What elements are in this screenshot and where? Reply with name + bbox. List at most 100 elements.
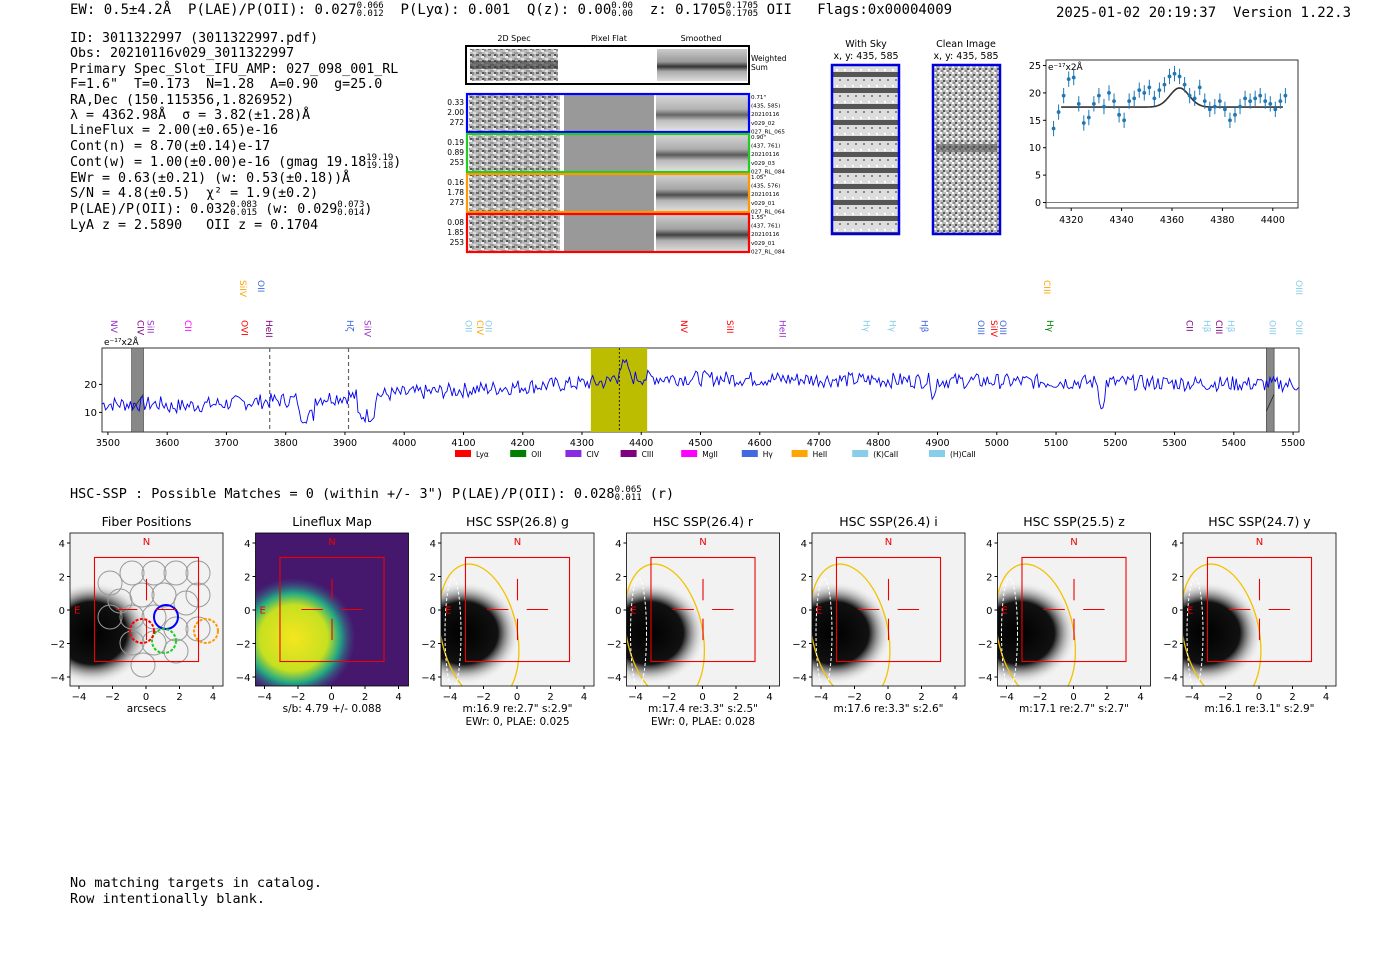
info-contn: Cont(n) = 8.70(±0.14)e-17 xyxy=(70,138,271,154)
spec-legend-label: MgII xyxy=(702,450,718,459)
spec-y-tick-label: 20 xyxy=(84,380,97,391)
fit-data-point xyxy=(1112,99,1116,104)
fit-data-point xyxy=(1207,107,1212,112)
spec-line-label: OII xyxy=(482,320,492,332)
cutout-right-label: v029_01 xyxy=(751,201,775,207)
fit-x-tick-label: 4340 xyxy=(1110,215,1134,226)
panel-y-tick-label: 4 xyxy=(615,539,621,550)
east-label: E xyxy=(1002,606,1008,617)
spec-line-label: CII xyxy=(1183,320,1193,332)
spec-line-label: Hγ xyxy=(860,320,870,333)
north-label: N xyxy=(699,537,706,548)
with-sky-image xyxy=(830,63,901,236)
fit-data-point xyxy=(1192,96,1197,101)
fit-data-point xyxy=(1273,107,1278,112)
source-blob xyxy=(1183,581,1263,685)
cutout-left-label: 253 xyxy=(450,158,465,167)
panel-x-tick-label: 0 xyxy=(699,692,705,703)
spec-line-label: OIII xyxy=(1293,280,1303,295)
panel-x-tick-label: 4 xyxy=(1137,692,1143,703)
fit-data-point xyxy=(1253,96,1258,101)
fit-data-point xyxy=(1228,118,1232,123)
fit-data-point xyxy=(1102,104,1106,109)
hsc-panel-title: HSC SSP(25.5) z xyxy=(1023,514,1125,529)
fiber-circle xyxy=(129,582,155,608)
fit-x-tick-label: 4400 xyxy=(1261,215,1285,226)
hsc-image-panels: Fiber Positions N E −4 −4 −2 −2 0 0 2 2 4 4 arcsecs Li… xyxy=(50,514,1337,728)
fit-data-point xyxy=(1258,93,1263,98)
fit-data-point xyxy=(1091,101,1096,106)
fit-data-point xyxy=(1117,112,1121,117)
panel-y-tick-label: −2 xyxy=(421,640,436,651)
spec-line-label: CIV xyxy=(474,320,484,336)
panel-xlabel-2: EWr: 0, PLAE: 0.025 xyxy=(465,716,569,728)
spec-x-tick-label: 4400 xyxy=(629,438,653,449)
fit-y-tick-label: 15 xyxy=(1029,116,1041,127)
cutout-left-label: 0.19 xyxy=(447,138,464,147)
fit-data-point xyxy=(1248,99,1253,104)
spec-x-tick-label: 5500 xyxy=(1281,438,1305,449)
panel-x-tick-label: 0 xyxy=(328,692,334,703)
cutout-right-label: 0.71" xyxy=(751,95,766,101)
fit-data-point xyxy=(1177,74,1182,79)
panel-x-tick-label: 0 xyxy=(1070,692,1076,703)
cutout-right-label: 20210116 xyxy=(751,232,780,238)
spec-legend-swatch xyxy=(852,450,869,457)
fit-data-point xyxy=(1147,85,1152,90)
fit-data-point xyxy=(1081,121,1086,125)
north-label: N xyxy=(328,537,335,548)
spec-x-tick-label: 3500 xyxy=(96,438,120,449)
datetime: 2025-01-02 20:19:37 xyxy=(1056,5,1217,21)
weighted-smoothed xyxy=(657,49,747,81)
panel-xlabel-2: EWr: 0, PLAE: 0.028 xyxy=(651,716,755,728)
cutout-row-frame-2 xyxy=(465,172,751,214)
panel-y-tick-label: −4 xyxy=(236,673,251,684)
spec-x-tick-label: 5300 xyxy=(1162,438,1186,449)
panel-y-tick-label: −4 xyxy=(792,673,807,684)
fiber-circle xyxy=(119,604,145,630)
panel-y-tick-label: 2 xyxy=(801,573,807,584)
panel-y-tick-label: 2 xyxy=(1172,573,1178,584)
panel-y-tick-label: −2 xyxy=(1163,640,1178,651)
panel-xlabel: m:17.6 re:3.3" s:2.6" xyxy=(834,703,944,715)
z-line: OII xyxy=(766,2,792,18)
panel-x-tick-label: 4 xyxy=(210,692,216,703)
spec-x-tick-label: 4900 xyxy=(925,438,949,449)
panel-xlabel: arcsecs xyxy=(127,703,166,715)
north-label: N xyxy=(514,537,521,548)
cutout-pixelflat-1 xyxy=(564,134,654,172)
info-radec: RA,Dec (150.115356,1.826952) xyxy=(70,92,295,108)
spec-x-tick-label: 4800 xyxy=(866,438,890,449)
panel-y-tick-label: −4 xyxy=(607,673,622,684)
spec-line-label: OIII xyxy=(997,320,1007,335)
search-box xyxy=(279,556,385,663)
cutout-header-smoothed: Smoothed xyxy=(681,34,722,43)
cutout-right-label: 027_RL_065 xyxy=(751,129,785,135)
panel-y-tick-label: 0 xyxy=(59,606,65,617)
fiber-circle xyxy=(130,652,156,678)
spec-x-tick-label: 5200 xyxy=(1103,438,1127,449)
info-sn: S/N = 4.8(±0.5) χ² = 1.9(±0.2) xyxy=(70,186,319,202)
fiber-circle xyxy=(151,582,177,608)
hsc-panel-title: HSC SSP(26.4) r xyxy=(653,514,754,529)
cutout-right-label: (435, 576) xyxy=(751,184,780,190)
search-box xyxy=(1021,556,1127,663)
spec-trace xyxy=(101,358,1299,424)
east-label: E xyxy=(1187,606,1193,617)
spec-x-tick-label: 5400 xyxy=(1222,438,1246,449)
fit-data-point xyxy=(1217,99,1222,104)
panel-x-tick-label: −4 xyxy=(999,692,1014,703)
cutout-row-frame-0 xyxy=(465,92,751,134)
panel-xlabel: m:17.1 re:2.7" s:2.7" xyxy=(1019,703,1129,715)
cutout-pixelflat-0 xyxy=(564,94,654,132)
panel-x-tick-label: −2 xyxy=(662,692,677,703)
spec-axes-frame xyxy=(101,347,1300,433)
fit-data-point xyxy=(1152,96,1157,101)
plya-value: P(Lyα): 0.001 xyxy=(400,2,511,18)
cutout-header-pixelflat: Pixel Flat xyxy=(591,34,627,43)
catalog-line-2: Row intentionally blank. xyxy=(70,890,266,907)
hsc-panel-4: HSC SSP(26.4) i N E −4 −4 −2 −2 0 0 2 2 4 4 m:17.6 re… xyxy=(792,514,966,715)
cutout-left-label: 1.78 xyxy=(447,188,464,197)
cutout-left-label: 0.89 xyxy=(447,148,464,157)
spec-legend-label: OII xyxy=(531,450,541,459)
